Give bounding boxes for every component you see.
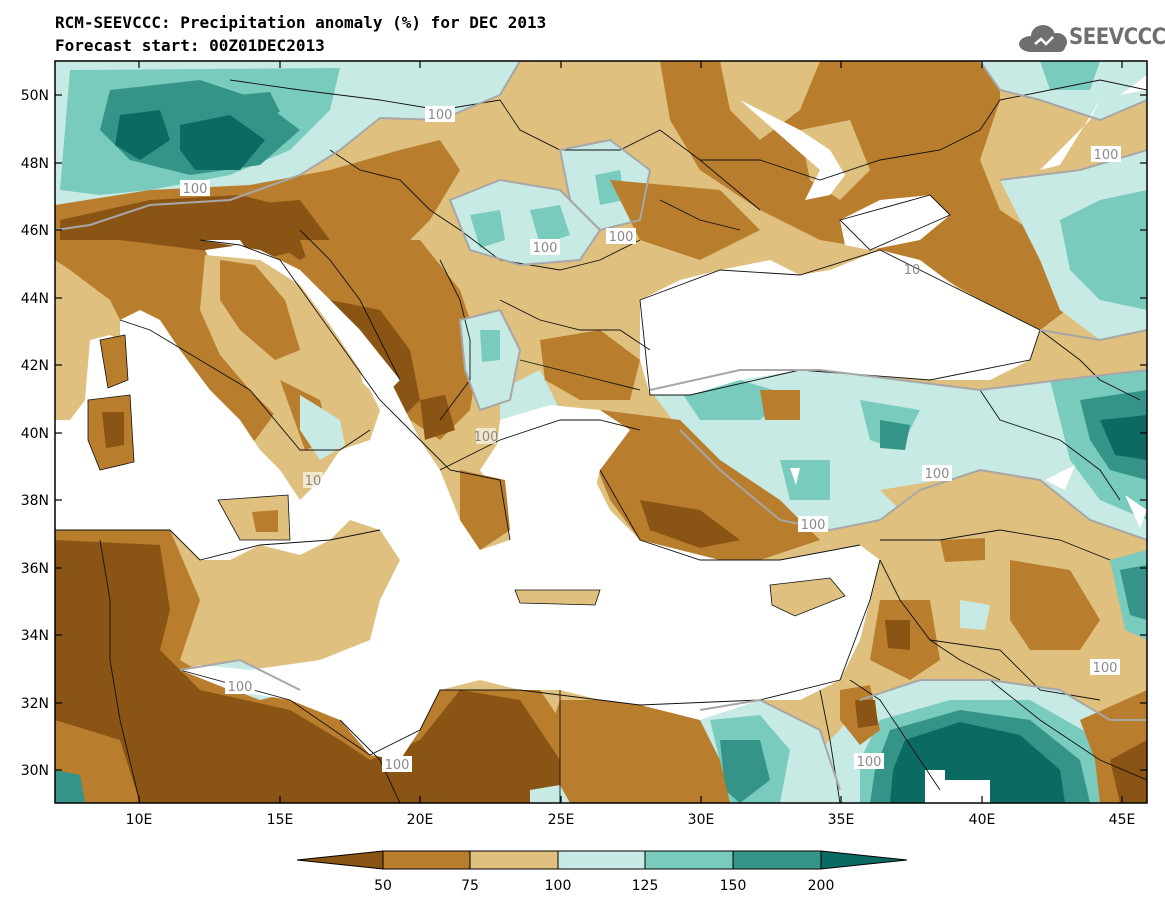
lon-label: 25E — [548, 812, 575, 828]
lon-label: 10E — [126, 812, 153, 828]
contour-label: 100 — [1094, 148, 1119, 163]
map-frame — [54, 60, 1148, 804]
colorbar-tick-label: 50 — [374, 878, 392, 894]
y-axis-labels: 50N 48N 46N 44N 42N 40N 38N 36N 34N 32N … — [21, 88, 49, 779]
axis-ticks — [55, 61, 1147, 803]
lon-label: 20E — [407, 812, 434, 828]
lon-label: 45E — [1109, 812, 1136, 828]
contour-labels: 100 100 100 100 100 100 100 100 100 100 … — [180, 106, 1121, 773]
contour-label: 100 — [428, 108, 453, 123]
lat-label: 40N — [21, 426, 49, 442]
lat-label: 38N — [21, 493, 49, 509]
cloud-logo-icon — [1019, 25, 1067, 52]
lat-label: 34N — [21, 628, 49, 644]
lat-label: 48N — [21, 156, 49, 172]
logo-text: SEEVCCC — [1069, 25, 1165, 50]
contour-label: 100 — [183, 182, 208, 197]
colorbar-labels: 50 75 100 125 150 200 — [374, 878, 834, 894]
contour-label: 100 — [385, 758, 410, 773]
lat-label: 32N — [21, 696, 49, 712]
lon-label: 40E — [969, 812, 996, 828]
colorbar-segment — [469, 850, 559, 870]
colorbar-tick-label: 200 — [808, 878, 835, 894]
forecast-start-label: Forecast start: 00Z01DEC2013 — [55, 36, 325, 55]
contour-label: 100 — [609, 230, 634, 245]
contour-label: 10 — [305, 474, 322, 489]
mediterranean-sea — [55, 240, 880, 760]
contour-label: 100 — [801, 518, 826, 533]
lat-label: 30N — [21, 763, 49, 779]
contour-label: 100 — [857, 755, 882, 770]
lon-label: 15E — [267, 812, 294, 828]
anomaly-field — [55, 61, 1147, 803]
lon-label: 35E — [828, 812, 855, 828]
lon-label: 30E — [688, 812, 715, 828]
country-borders — [55, 79, 1147, 803]
colorbar — [296, 850, 908, 870]
contour-lines — [55, 61, 1147, 791]
contour-label: 100 — [925, 467, 950, 482]
lat-label: 46N — [21, 223, 49, 239]
colorbar-tick-label: 75 — [461, 878, 479, 894]
colorbar-segment — [557, 850, 646, 870]
colorbar-segment — [382, 850, 471, 870]
colorbar-segment — [296, 850, 384, 870]
lat-label: 50N — [21, 88, 49, 104]
lat-label: 42N — [21, 358, 49, 374]
contour-label: 10 — [904, 263, 921, 278]
colorbar-segment — [732, 850, 822, 870]
contour-label: 100 — [228, 680, 253, 695]
contour-label: 100 — [474, 430, 499, 445]
map-title: RCM-SEEVCCC: Precipitation anomaly (%) f… — [55, 13, 547, 32]
x-axis-labels: 10E 15E 20E 25E 30E 35E 40E 45E — [126, 812, 1136, 828]
black-sea — [640, 250, 1040, 395]
contour-label: 100 — [533, 241, 558, 256]
colorbar-tick-label: 100 — [545, 878, 572, 894]
colorbar-tick-label: 125 — [632, 878, 659, 894]
lat-label: 44N — [21, 291, 49, 307]
colorbar-segment — [820, 850, 908, 870]
colorbar-tick-label: 150 — [720, 878, 747, 894]
colorbar-segment — [644, 850, 734, 870]
lat-label: 36N — [21, 561, 49, 577]
contour-label: 100 — [1093, 661, 1118, 676]
